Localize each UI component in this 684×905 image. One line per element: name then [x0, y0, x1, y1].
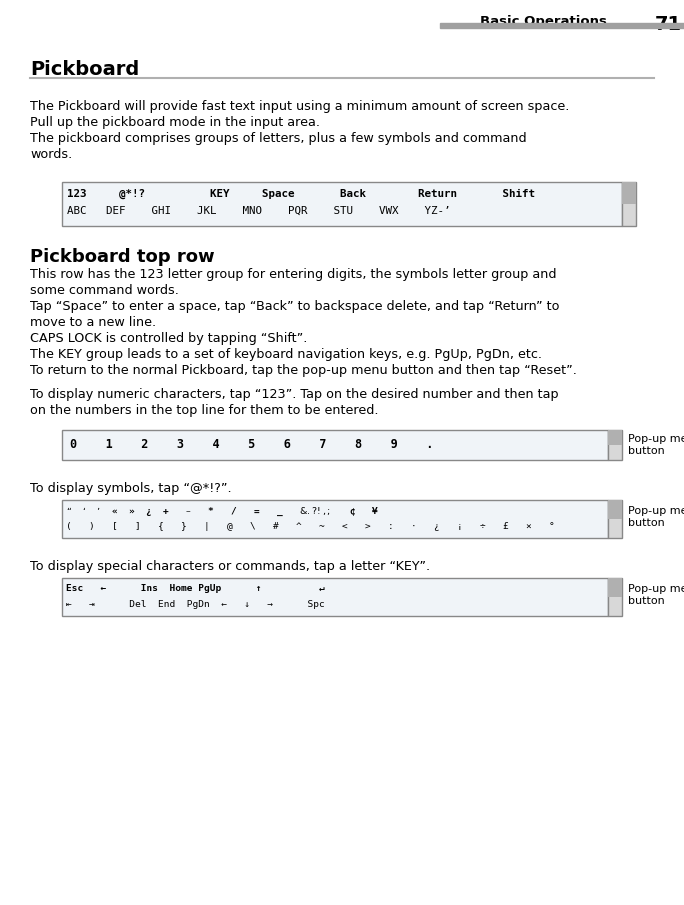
Bar [608, 430, 622, 460]
Text: To display symbols, tap “@*!?”.: To display symbols, tap “@*!?”. [30, 482, 232, 495]
Bar [62, 430, 608, 460]
Text: Basic Operations: Basic Operations [480, 15, 607, 28]
Text: Esc   ←      Ins  Home PgUp      ↑          ↵: Esc ← Ins Home PgUp ↑ ↵ [66, 584, 325, 593]
Text: “  ‘  ’  «  »  ¿  +   –   *   /   =   _   $   &   .   ?   !   ,   ;   $   ¢   ¥: “ ‘ ’ « » ¿ + – * / = _ $ & . ? ! , ; $ … [66, 506, 380, 519]
Text: Pop-up menu
button: Pop-up menu button [628, 506, 684, 528]
Bar [608, 500, 622, 519]
Text: Pop-up menu
button: Pop-up menu button [628, 434, 684, 455]
Text: Pickboard top row: Pickboard top row [30, 248, 215, 266]
Text: ⇤   ⇥      Del  End  PgDn  ←   ↓   →      Spc: ⇤ ⇥ Del End PgDn ← ↓ → Spc [66, 600, 325, 609]
Bar [440, 23, 684, 28]
Text: 0    1    2    3    4    5    6    7    8    9    .: 0 1 2 3 4 5 6 7 8 9 . [70, 438, 434, 451]
Text: on the numbers in the top line for them to be entered.: on the numbers in the top line for them … [30, 404, 378, 417]
Bar [62, 578, 608, 616]
Text: The pickboard comprises groups of letters, plus a few symbols and command: The pickboard comprises groups of letter… [30, 132, 527, 145]
Bar [608, 500, 622, 538]
Bar [62, 500, 608, 538]
Text: 123     @*!?          KEY     Space       Back        Return       Shift: 123 @*!? KEY Space Back Return Shift [67, 189, 535, 199]
Text: To display special characters or commands, tap a letter “KEY”.: To display special characters or command… [30, 560, 430, 573]
Text: Tap “Space” to enter a space, tap “Back” to backspace delete, and tap “Return” t: Tap “Space” to enter a space, tap “Back”… [30, 300, 560, 313]
Text: Pickboard: Pickboard [30, 60, 140, 79]
Text: ABC   DEF    GHI    JKL    MNO    PQR    STU    VWX    YZ-ʼ: ABC DEF GHI JKL MNO PQR STU VWX YZ-ʼ [67, 206, 451, 216]
Text: To return to the normal Pickboard, tap the pop-up menu button and then tap “Rese: To return to the normal Pickboard, tap t… [30, 364, 577, 377]
Text: 71: 71 [655, 15, 682, 34]
Bar [622, 182, 636, 226]
Text: (   )   [   ]   {   }   |   @   \   #   ^   ~   <   >   :   ·   ¿   ¡   ÷   £   : ( ) [ ] { } | @ \ # ^ ~ < > : · ¿ ¡ ÷ £ [66, 522, 555, 531]
Text: words.: words. [30, 148, 73, 161]
Text: move to a new line.: move to a new line. [30, 316, 156, 329]
Text: CAPS LOCK is controlled by tapping “Shift”.: CAPS LOCK is controlled by tapping “Shif… [30, 332, 307, 345]
Text: The Pickboard will provide fast text input using a minimum amount of screen spac: The Pickboard will provide fast text inp… [30, 100, 569, 113]
Bar [608, 430, 622, 445]
Text: This row has the 123 letter group for entering digits, the symbols letter group : This row has the 123 letter group for en… [30, 268, 557, 281]
Text: Pull up the pickboard mode in the input area.: Pull up the pickboard mode in the input … [30, 116, 320, 129]
Bar [608, 578, 622, 597]
Bar [62, 182, 622, 226]
Bar [608, 578, 622, 616]
Text: To display numeric characters, tap “123”. Tap on the desired number and then tap: To display numeric characters, tap “123”… [30, 388, 559, 401]
Text: Pop-up menu
button: Pop-up menu button [628, 584, 684, 605]
Text: some command words.: some command words. [30, 284, 179, 297]
Bar [622, 182, 636, 204]
Text: The KEY group leads to a set of keyboard navigation keys, e.g. PgUp, PgDn, etc.: The KEY group leads to a set of keyboard… [30, 348, 542, 361]
